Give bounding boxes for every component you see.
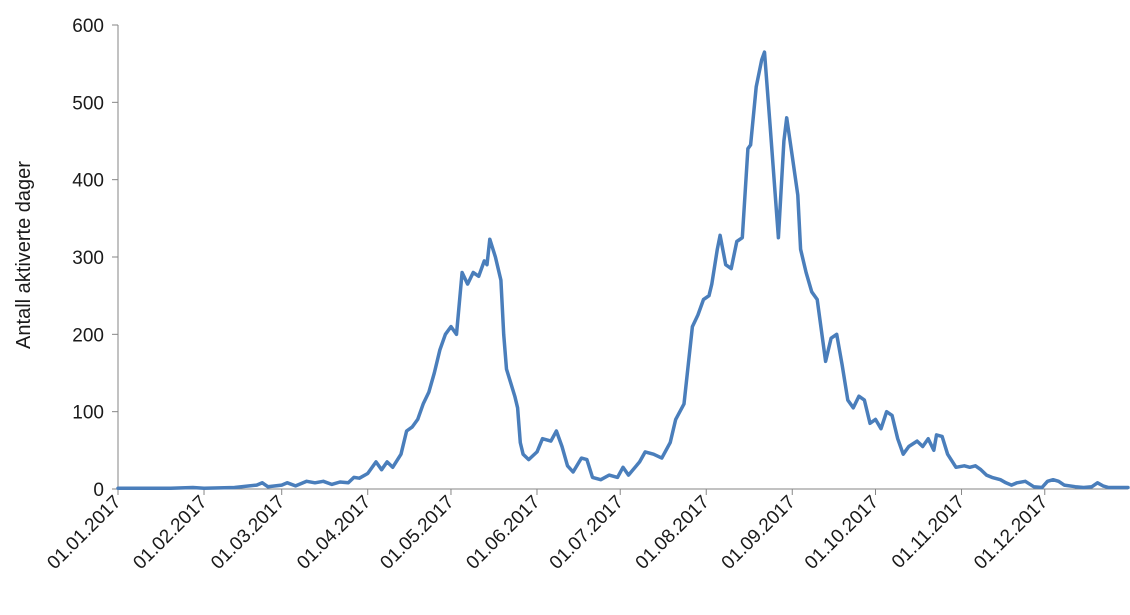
x-tick-label: 01.10.2017	[801, 492, 883, 574]
y-tick-label: 400	[72, 171, 104, 192]
x-tick-label: 01.08.2017	[632, 492, 714, 574]
x-tick-label: 01.07.2017	[546, 492, 628, 574]
x-tick-label: 01.01.2017	[43, 492, 125, 574]
series-line-0	[116, 50, 1130, 490]
x-tick-label: 01.06.2017	[462, 492, 544, 574]
x-tick-label: 01.02.2017	[129, 492, 211, 574]
y-axis-title: Antall aktiverte dager	[13, 161, 35, 349]
x-tick-label: 01.12.2017	[970, 492, 1052, 574]
y-tick-label: 600	[72, 16, 104, 37]
y-tick-label: 500	[72, 93, 104, 114]
y-tick-label: 200	[72, 325, 104, 346]
x-tick-label: 01.11.2017	[888, 492, 969, 573]
y-tick-label: 100	[72, 403, 104, 424]
x-tick-label: 01.05.2017	[376, 492, 458, 574]
y-tick-label: 300	[72, 248, 104, 269]
x-tick-label: 01.09.2017	[718, 492, 800, 574]
y-tick-label: 0	[93, 480, 104, 501]
y-axis: 0 100 200 300 400 500 600	[72, 16, 119, 501]
series-layer	[116, 50, 1130, 490]
x-tick-label: 01.04.2017	[293, 492, 375, 574]
x-tick-label: 01.03.2017	[207, 492, 289, 574]
